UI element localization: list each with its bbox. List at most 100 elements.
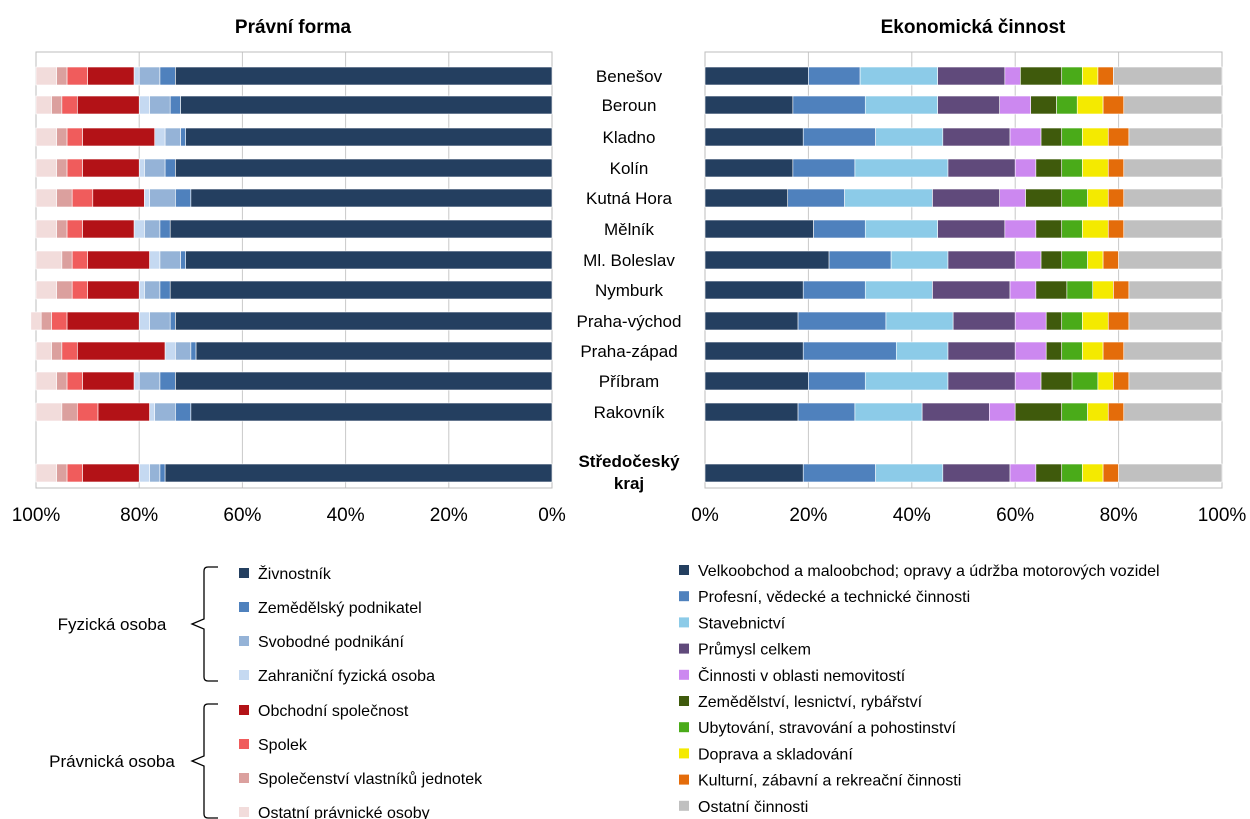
bar-segment (1014, 402, 1063, 422)
bar-segment (149, 95, 171, 115)
bar-segment (1045, 311, 1063, 331)
bar-segment (1082, 127, 1109, 147)
bar-segment (1082, 158, 1109, 178)
bar-segment (175, 341, 192, 361)
bar-segment (704, 311, 799, 331)
bar-segment (190, 341, 197, 361)
bar-segment (61, 95, 78, 115)
x-tick-label: 60% (223, 505, 261, 526)
bar-segment (175, 371, 553, 391)
bar-segment (87, 280, 140, 300)
bar-segment (1082, 219, 1109, 239)
bar-segment (92, 188, 145, 208)
bar-segment (864, 371, 949, 391)
bar-segment (802, 280, 866, 300)
legend-label: Činnosti v oblasti nemovitostí (698, 666, 906, 685)
category-label: Praha-východ (577, 312, 682, 331)
legend-swatch (239, 739, 249, 749)
bar-segment (56, 219, 68, 239)
legend-label: Živnostník (258, 564, 332, 583)
legend-swatch (679, 722, 689, 733)
bar-segment (149, 311, 171, 331)
legend-right: Velkoobchod a maloobchod; opravy a údržb… (679, 563, 1160, 816)
legend-brace (190, 566, 218, 682)
bar-segment (1102, 341, 1125, 361)
bar-segment (890, 250, 949, 270)
legend-brace (190, 703, 218, 819)
x-tick-label: 40% (893, 505, 931, 526)
category-label: Kladno (603, 128, 656, 147)
bar-segment (1061, 463, 1083, 483)
bar-segment (947, 250, 1016, 270)
bar-segment (1097, 66, 1114, 86)
legend-label: Spolek (258, 737, 308, 754)
bar-segment (1092, 280, 1114, 300)
bar-segment (704, 219, 814, 239)
legend-label: Zahraniční fyzická osoba (258, 668, 435, 685)
legend-label: Průmysl celkem (698, 641, 811, 659)
legend-label: Svobodné podnikání (258, 634, 404, 651)
bar-segment (159, 219, 171, 239)
bar-segment (82, 463, 140, 483)
bar-segment (1082, 463, 1104, 483)
bar-segment (1107, 188, 1125, 208)
bar-segment (180, 250, 186, 270)
bar-segment (175, 66, 553, 86)
bar-segment (952, 311, 1016, 331)
bar-segment (1123, 95, 1223, 115)
legend-swatch (679, 696, 689, 706)
bar-segment (1014, 250, 1042, 270)
category-label: Příbram (599, 372, 659, 391)
bar-segment (1107, 127, 1130, 147)
bar-segment (1107, 402, 1125, 422)
bar-segment (1102, 95, 1125, 115)
bar-segment (185, 250, 553, 270)
bar-segment (875, 127, 944, 147)
bar-segment (1014, 158, 1037, 178)
bar-segment (138, 371, 161, 391)
bar-segment (937, 219, 1006, 239)
bar-segment (56, 127, 68, 147)
bar-segment (1020, 66, 1063, 86)
bar-segment (159, 371, 176, 391)
category-label: Kolín (610, 159, 649, 178)
bar-segment (1123, 188, 1223, 208)
bar-segment (66, 371, 83, 391)
bar-segment (704, 127, 804, 147)
bar-segment (87, 66, 135, 86)
bar-segment (66, 158, 83, 178)
bar-segment (144, 158, 166, 178)
bar-segment (159, 250, 181, 270)
bar-segment (51, 341, 63, 361)
bar-segment (932, 280, 1011, 300)
bar-segment (61, 402, 78, 422)
bar-segment (1118, 250, 1223, 270)
bar-segment (71, 188, 94, 208)
bar-segment (1014, 371, 1042, 391)
bar-segment (813, 219, 866, 239)
bar-segment (792, 158, 856, 178)
bar-segment (144, 188, 150, 208)
bar-segment (71, 250, 88, 270)
bar-segment (35, 95, 52, 115)
bar-segment (190, 188, 553, 208)
bar-segment (859, 66, 938, 86)
bar-segment (1097, 371, 1114, 391)
bar-segment (854, 158, 949, 178)
bar-segment (56, 158, 68, 178)
bar-segment (149, 250, 161, 270)
bar-segment (138, 158, 145, 178)
bar-segment (1035, 158, 1063, 178)
bar-segment (704, 95, 794, 115)
category-label: Nymburk (595, 281, 664, 300)
bar-segment (66, 127, 83, 147)
category-label: Benešov (596, 67, 663, 86)
bar-segment (154, 402, 176, 422)
legend-swatch (679, 643, 689, 654)
bar-segment (169, 280, 553, 300)
bar-segment (175, 158, 553, 178)
bar-segment (1087, 188, 1109, 208)
bar-segment (1082, 311, 1109, 331)
bar-segment (947, 371, 1016, 391)
legend-group-label: Právnická osoba (49, 752, 175, 771)
